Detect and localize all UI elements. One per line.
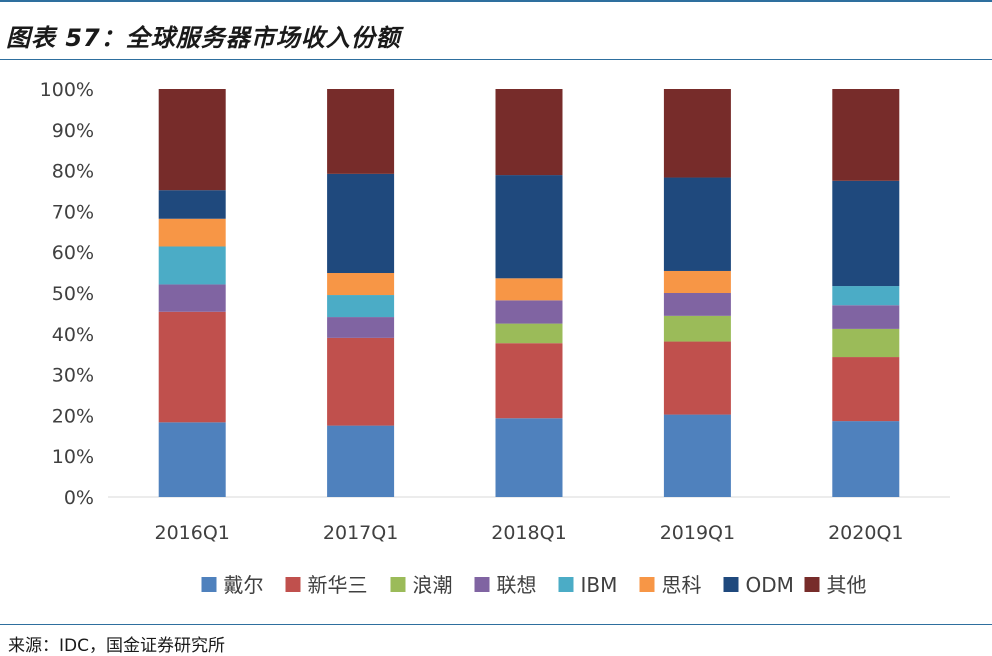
bar-segment: [663, 414, 731, 497]
legend-swatch: [639, 577, 655, 592]
y-tick-label: 100%: [40, 79, 94, 101]
legend-label: 联想: [497, 573, 537, 597]
bar-segment: [158, 311, 226, 423]
y-tick-label: 10%: [52, 446, 94, 468]
legend-label: ODM: [746, 573, 794, 597]
y-tick-label: 90%: [52, 120, 94, 142]
bar-segment: [158, 218, 226, 247]
legend-label: 新华三: [308, 573, 368, 597]
source-note: 来源：IDC，国金证券研究所: [8, 636, 225, 656]
bar-segment: [663, 293, 731, 316]
legend-swatch: [201, 577, 217, 592]
legend-label: IBM: [581, 573, 618, 597]
bar-segment: [832, 89, 900, 181]
bar-segment: [832, 357, 900, 422]
y-tick-label: 20%: [52, 405, 94, 427]
bar-segment: [158, 89, 226, 191]
legend-swatch: [723, 577, 739, 592]
bar-segment: [832, 286, 900, 306]
footer-divider: [0, 624, 992, 625]
y-tick-label: 50%: [52, 283, 94, 305]
bar-segment: [832, 305, 900, 329]
bar-segment: [158, 422, 226, 497]
bar-segment: [158, 284, 226, 312]
legend-swatch: [285, 577, 301, 592]
legend-label: 浪潮: [413, 573, 453, 597]
x-tick-label: 2020Q1: [828, 522, 903, 544]
bar-segment: [495, 343, 563, 419]
bar-segment: [495, 89, 563, 176]
stacked-bar-chart: 0% 10% 20% 30% 40% 50% 60% 70% 80% 90% 100% 2016Q1 2…: [40, 79, 950, 597]
bar-segment: [832, 180, 900, 287]
bar-segment: [663, 177, 731, 271]
bar-segment: [495, 300, 563, 324]
bar-segment: [495, 323, 563, 344]
bar-segment: [663, 315, 731, 342]
bar-segment: [158, 190, 226, 219]
x-tick-label: 2019Q1: [660, 522, 735, 544]
bar-segment: [327, 89, 395, 174]
legend-label: 其他: [827, 573, 867, 597]
bar-segment: [663, 270, 731, 293]
bar-segment: [832, 328, 900, 358]
legend-swatch: [474, 577, 490, 592]
title-divider: [0, 59, 992, 60]
chart-area: 0% 10% 20% 30% 40% 50% 60% 70% 80% 90% 100% 2016Q1 2…: [0, 60, 992, 622]
bar-segment: [327, 295, 395, 318]
legend-swatch: [558, 577, 574, 592]
y-tick-label: 60%: [52, 242, 94, 264]
y-tick-label: 70%: [52, 201, 94, 223]
chart-title: 图表 57：全球服务器市场收入份额: [6, 24, 401, 52]
bar-segment: [832, 421, 900, 497]
x-tick-label: 2016Q1: [154, 522, 229, 544]
bar-segment: [327, 317, 395, 338]
y-tick-label: 40%: [52, 324, 94, 346]
legend-label: 思科: [662, 573, 702, 597]
bar-segment: [327, 273, 395, 296]
bar-segment: [495, 278, 563, 301]
bar-segment: [158, 246, 226, 285]
legend-label: 戴尔: [224, 573, 264, 597]
y-tick-label: 30%: [52, 365, 94, 387]
bar-segment: [327, 173, 395, 274]
y-tick-label: 80%: [52, 161, 94, 183]
legend-swatch: [804, 577, 820, 592]
bar-segment: [327, 425, 395, 497]
bar-segment: [327, 337, 395, 426]
title-bar: 图表 57：全球服务器市场收入份额: [0, 0, 992, 60]
bar-segment: [495, 175, 563, 279]
x-tick-label: 2018Q1: [491, 522, 566, 544]
bar-segment: [663, 89, 731, 178]
bar-segment: [663, 341, 731, 415]
y-tick-label: 0%: [64, 487, 94, 509]
legend-swatch: [390, 577, 406, 592]
bar-segment: [495, 418, 563, 497]
x-tick-label: 2017Q1: [323, 522, 398, 544]
